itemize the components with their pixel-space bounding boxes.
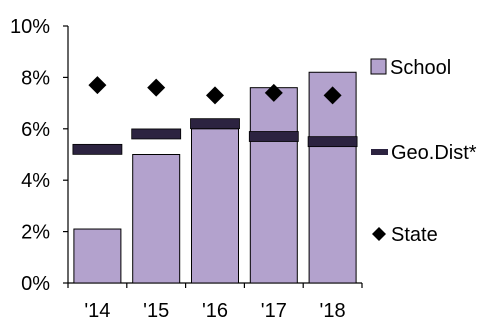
school-bar xyxy=(308,71,357,284)
geo-dist-marker xyxy=(190,118,240,130)
state-marker xyxy=(206,86,224,105)
x-tick-label: '16 xyxy=(202,300,228,322)
geo-dist-marker xyxy=(72,143,123,155)
state-markers xyxy=(88,76,342,105)
geo-dist-marker xyxy=(248,131,299,142)
state-marker xyxy=(323,86,342,105)
geo-dist-marker xyxy=(307,136,358,148)
y-tick-label: 4% xyxy=(21,170,50,192)
y-tick-label: 0% xyxy=(21,273,50,295)
legend-geo-dist-swatch xyxy=(371,149,388,155)
school-bar xyxy=(73,228,122,284)
x-tick-label: '18 xyxy=(320,300,346,322)
y-tick-label: 2% xyxy=(21,222,50,244)
legend-state-label: State xyxy=(391,224,438,246)
state-marker xyxy=(147,78,166,97)
x-tick-label: '17 xyxy=(261,300,287,322)
school-bars xyxy=(73,71,357,284)
state-marker xyxy=(88,76,107,95)
legend-geo-dist-label: Geo.Dist* xyxy=(391,142,477,164)
school-bar xyxy=(191,128,239,284)
legend-state-swatch xyxy=(372,227,386,241)
school-bar xyxy=(249,87,298,284)
geo-dist-marker xyxy=(131,128,182,140)
y-tick-label: 6% xyxy=(21,119,50,141)
legend: School Geo.Dist* State xyxy=(370,57,477,246)
y-tick-label: 10% xyxy=(10,16,50,38)
legend-school-swatch xyxy=(370,58,387,75)
x-tick-label: '15 xyxy=(143,300,169,322)
school-bar xyxy=(132,154,181,284)
y-tick-label: 8% xyxy=(21,67,50,89)
geo-dist-markers xyxy=(72,118,358,155)
axes: 0% 2% 4% 6% 8% 10% '14 '15 '16 '17 '18 xyxy=(10,16,363,322)
legend-school-label: School xyxy=(390,57,451,79)
state-marker xyxy=(264,83,283,102)
x-tick-label: '14 xyxy=(84,300,110,322)
